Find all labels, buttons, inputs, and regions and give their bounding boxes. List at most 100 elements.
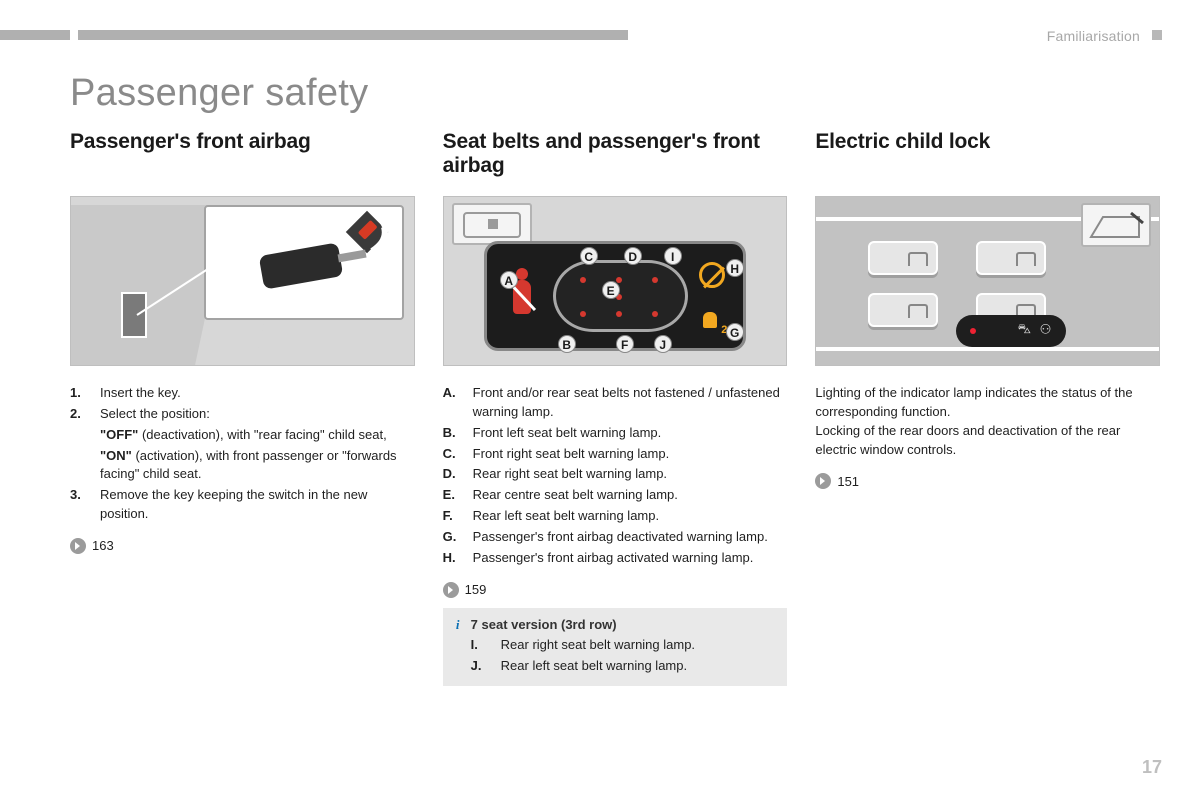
illustration-seatbelt-panel: 2 A B C D E F G H I J [443, 196, 788, 366]
section-label: Familiarisation [1047, 28, 1140, 44]
window-switch-icon [868, 241, 938, 275]
step-marker: 2. [70, 405, 90, 424]
door-panel: ⛍ ⚇ [816, 197, 1159, 365]
item-marker: J. [471, 657, 491, 676]
list-item: B. Front left seat belt warning lamp. [443, 424, 788, 443]
info-title: 7 seat version (3rd row) [471, 616, 778, 635]
col2-heading: Seat belts and passenger's front airbag [443, 130, 788, 180]
list-item: D. Rear right seat belt warning lamp. [443, 465, 788, 484]
callout-label-i: I [664, 247, 682, 265]
callout-box: 1 2 3 [204, 205, 404, 320]
list-item: "OFF" (deactivation), with "rear facing"… [70, 426, 415, 445]
step-text: Remove the key keeping the switch in the… [100, 486, 415, 524]
callout-label-e: E [602, 281, 620, 299]
list-item: 3. Remove the key keeping the switch in … [70, 486, 415, 524]
callout-label-h: H [726, 259, 744, 277]
col3-paragraph: Locking of the rear doors and deactivati… [815, 422, 1160, 460]
key-slot [121, 292, 147, 338]
step-marker: 1. [70, 384, 90, 403]
col1-heading: Passenger's front airbag [70, 130, 415, 180]
panel-lines [816, 347, 1159, 351]
info-items: I.Rear right seat belt warning lamp. J. R… [471, 636, 778, 676]
item-marker: G. [443, 528, 463, 547]
page-reference: 159 [443, 582, 788, 598]
item-marker: B. [443, 424, 463, 443]
item-marker: E. [443, 486, 463, 505]
list-item: A.Front and/or rear seat belts not faste… [443, 384, 788, 422]
location-inset [452, 203, 532, 245]
callout-label-g: G [726, 323, 744, 341]
list-item: G. Passenger's front airbag deactivated w… [443, 528, 788, 547]
list-item: H. Passenger's front airbag activated war… [443, 549, 788, 568]
item-text: Rear centre seat belt warning lamp. [473, 486, 788, 505]
airbag-off-icon [699, 262, 725, 288]
page-reference: 163 [70, 538, 415, 554]
callout-label-a: A [500, 271, 518, 289]
header-bar-segment [78, 30, 628, 40]
page-ref-number: 163 [92, 538, 114, 553]
col3-heading: Electric child lock [815, 130, 1160, 180]
item-marker: C. [443, 445, 463, 464]
col1-steps: 1. Insert the key. 2. Select the positio… [70, 384, 415, 524]
item-marker: D. [443, 465, 463, 484]
page-ref-icon [443, 582, 459, 598]
car-outline-icon [553, 260, 688, 332]
step-marker [70, 447, 90, 485]
list-item: C. Front right seat belt warning lamp. [443, 445, 788, 464]
list-item: I.Rear right seat belt warning lamp. [471, 636, 778, 655]
item-text: Passenger's front airbag deactivated war… [473, 528, 788, 547]
page-reference: 151 [815, 473, 1160, 489]
list-item: J. Rear left seat belt warning lamp. [471, 657, 778, 676]
page-ref-number: 159 [465, 582, 487, 597]
info-box-7seat: i 7 seat version (3rd row) I.Rear right … [443, 608, 788, 687]
indicator-led-icon [970, 328, 976, 334]
list-item: "ON" (activation), with front passenger … [70, 447, 415, 485]
callout-label-j: J [654, 335, 672, 353]
callout-label-c: C [580, 247, 598, 265]
item-text: Front right seat belt warning lamp. [473, 445, 788, 464]
step-text: "ON" (activation), with front passenger … [100, 447, 415, 485]
column-passenger-airbag: Passenger's front airbag 1 2 3 [70, 130, 415, 686]
step-text: Select the position: [100, 405, 415, 424]
item-text: Front left seat belt warning lamp. [473, 424, 788, 443]
child-lock-symbols: ⛍ ⚇ [1018, 321, 1055, 339]
page-ref-icon [815, 473, 831, 489]
item-text: Passenger's front airbag activated warni… [473, 549, 788, 568]
col3-paragraph: Lighting of the indicator lamp indicates… [815, 384, 1160, 422]
step-text: "OFF" (deactivation), with "rear facing"… [100, 426, 415, 445]
illustration-child-lock: ⛍ ⚇ [815, 196, 1160, 366]
page-title: Passenger safety [70, 72, 368, 115]
content-columns: Passenger's front airbag 1 2 3 [70, 130, 1160, 686]
column-seatbelts: Seat belts and passenger's front airbag [443, 130, 788, 686]
step-text: Insert the key. [100, 384, 415, 403]
step-marker: 3. [70, 486, 90, 524]
window-switch-icon [868, 293, 938, 327]
header-bar-segment [0, 30, 70, 40]
item-text: Rear left seat belt warning lamp. [473, 507, 788, 526]
callout-label-f: F [616, 335, 634, 353]
page-ref-number: 151 [837, 474, 859, 489]
location-inset [1081, 203, 1151, 247]
callout-arrows [206, 207, 402, 318]
callout-label-b: B [558, 335, 576, 353]
column-child-lock: Electric child lock ⛍ ⚇ Lighting of the … [815, 130, 1160, 686]
item-marker: F. [443, 507, 463, 526]
list-item: E. Rear centre seat belt warning lamp. [443, 486, 788, 505]
window-switch-icon [976, 241, 1046, 275]
item-text: Rear left seat belt warning lamp. [501, 657, 778, 676]
child-lock-button-icon: ⛍ ⚇ [956, 315, 1066, 347]
list-item: 2. Select the position: [70, 405, 415, 424]
airbag-on-icon: 2 [697, 310, 725, 334]
illustration-airbag-key: 1 2 3 [70, 196, 415, 366]
page-ref-icon [70, 538, 86, 554]
info-icon: i [451, 616, 465, 635]
step-marker [70, 426, 90, 445]
item-text: Front and/or rear seat belts not fastene… [473, 384, 788, 422]
item-marker: I. [471, 636, 491, 655]
item-marker: H. [443, 549, 463, 568]
col2-items: A.Front and/or rear seat belts not faste… [443, 384, 788, 568]
callout-label-d: D [624, 247, 642, 265]
header-square-icon [1152, 30, 1162, 40]
item-text: Rear right seat belt warning lamp. [473, 465, 788, 484]
list-item: 1. Insert the key. [70, 384, 415, 403]
